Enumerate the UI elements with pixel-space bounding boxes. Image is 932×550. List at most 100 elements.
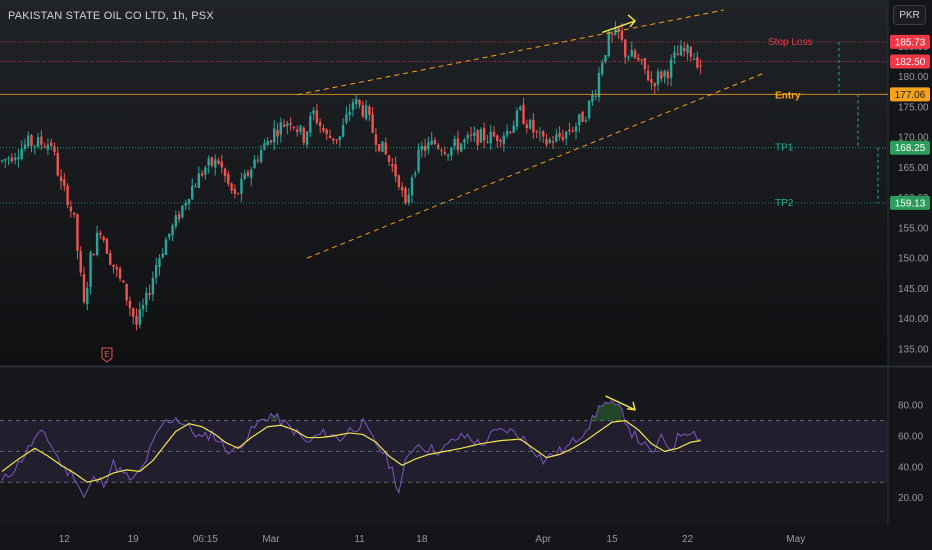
candle-body [325, 129, 328, 135]
candle-body [646, 70, 650, 81]
candle-body [279, 122, 282, 135]
candle-body [551, 141, 555, 143]
candle-body [112, 264, 115, 268]
candle-body [535, 130, 538, 133]
candle-body [669, 59, 673, 79]
level-price-label: 159.13 [895, 198, 926, 209]
channel-lower-line [306, 73, 764, 259]
candle-body [571, 130, 574, 132]
candle-body [40, 136, 43, 145]
candle-body [27, 135, 30, 147]
candle-body [95, 232, 99, 256]
candle-body [122, 280, 125, 283]
time-axis-tick-label: May [786, 534, 805, 545]
candle-body [214, 159, 217, 168]
symbol-title: PAKISTAN STATE OIL CO LTD, 1h, PSX [8, 10, 214, 22]
rsi-axis-tick-label: 80.00 [898, 401, 923, 412]
candle-body [102, 237, 105, 241]
level-price-label: 177.06 [895, 90, 926, 101]
candle-body [689, 47, 692, 57]
level-label: Stop Loss [768, 37, 812, 48]
level-price-tag [890, 87, 930, 102]
rsi-axis-tick-label: 60.00 [898, 432, 923, 443]
candle-body [164, 239, 168, 255]
candle-body [627, 56, 630, 59]
candle-body [191, 185, 194, 200]
candle-body [374, 134, 378, 145]
candles [0, 20, 702, 331]
candle-body [653, 83, 656, 87]
candle-body [686, 45, 689, 53]
candle-body [315, 110, 319, 123]
candle-body [450, 147, 453, 156]
candle-body [368, 106, 371, 115]
candle-body [433, 140, 437, 145]
candle-body [338, 136, 342, 141]
candle-body [269, 140, 273, 143]
currency-button[interactable]: PKR [893, 5, 926, 25]
candle-body [299, 125, 302, 132]
candle-body [561, 136, 565, 140]
rsi-line [1, 400, 701, 499]
candle-body [194, 186, 197, 188]
candle-body [591, 94, 594, 102]
candle-body [414, 173, 417, 176]
candle-body [341, 124, 345, 137]
rsi-ma-line [1, 419, 701, 483]
candle-body [620, 30, 624, 40]
candle-body [125, 283, 128, 301]
candle-body [522, 104, 525, 124]
candle-body [200, 173, 204, 176]
trend-arrow-head [627, 14, 637, 28]
candle-body [410, 177, 414, 196]
candle-body [545, 138, 548, 145]
candle-body [259, 150, 263, 162]
candle-body [378, 144, 381, 151]
candle-body [99, 232, 102, 235]
candle-body [509, 131, 512, 133]
level-price-tag [890, 54, 930, 69]
candle-body [679, 45, 683, 56]
candle-body [13, 157, 17, 161]
candle-body [151, 277, 155, 295]
candle-body [312, 110, 315, 115]
candle-body [683, 48, 686, 52]
candle-body [538, 132, 542, 134]
candle-body [404, 188, 407, 204]
candle-body [250, 169, 253, 179]
candle-body [82, 274, 86, 302]
candle-body [469, 134, 473, 136]
candle-body [348, 111, 351, 116]
candle-body [332, 138, 335, 141]
candle-body [69, 206, 73, 212]
candle-body [154, 265, 158, 278]
candle-body [46, 144, 50, 150]
candle-body [309, 115, 312, 133]
candle-body [617, 27, 620, 32]
candle-body [430, 140, 433, 145]
price-axis-tick-label: 135.00 [898, 344, 929, 355]
time-axis-tick-label: 15 [607, 534, 619, 545]
time-axis-tick-label: 11 [354, 534, 365, 545]
candle-body [532, 119, 535, 133]
candle-body [217, 160, 220, 164]
candle-body [384, 142, 387, 155]
time-axis-tick-label: Mar [262, 534, 280, 545]
candle-body [492, 131, 496, 137]
candle-body [141, 305, 145, 310]
candle-body [86, 287, 89, 305]
candle-body [525, 124, 528, 129]
candle-body [371, 114, 374, 133]
candle-body [89, 252, 92, 287]
candle-body [574, 126, 578, 132]
time-axis-tick-label: 22 [682, 534, 694, 545]
candle-body [361, 105, 364, 117]
candle-body [230, 183, 233, 191]
candle-body [76, 214, 79, 251]
candle-body [387, 155, 391, 162]
candle-body [542, 131, 545, 137]
candle-body [20, 148, 23, 159]
candle-body [236, 193, 240, 195]
